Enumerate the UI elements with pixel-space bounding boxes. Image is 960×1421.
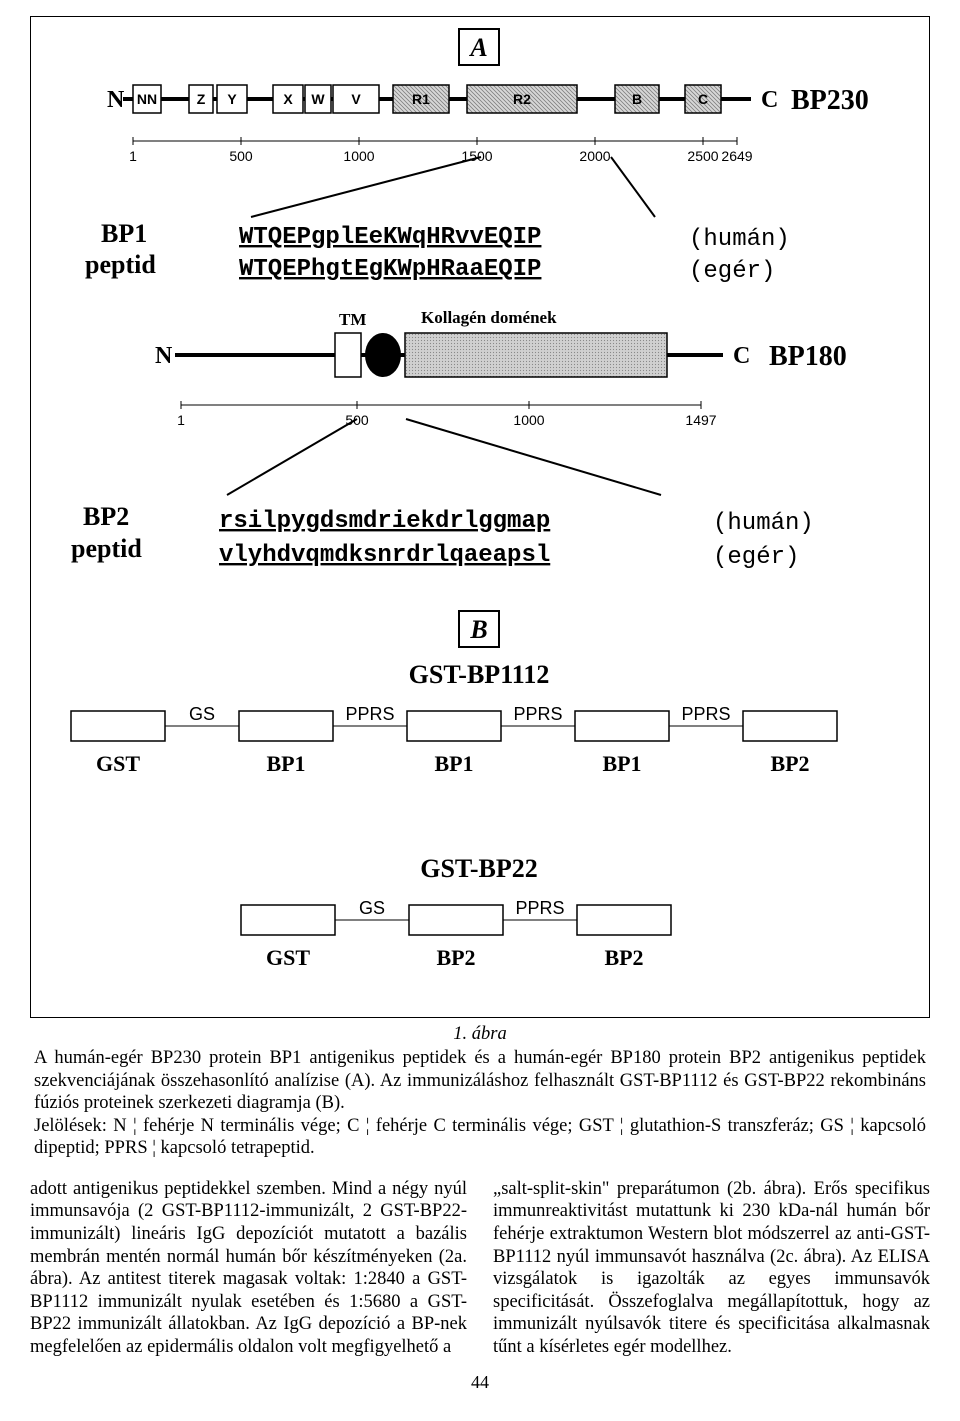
page-number: 44 (30, 1372, 930, 1393)
construct-box (409, 905, 503, 935)
bp230-tick-label: 1000 (343, 148, 374, 164)
bp230-domain-label: X (283, 91, 293, 107)
panel-b-letter: B (469, 615, 487, 644)
bp1-seq-human: WTQEPgplEeKWqHRvvEQIP (239, 224, 541, 251)
bp180-tm-label: TM (339, 310, 366, 329)
construct-linker-label: GS (359, 898, 385, 918)
bp230-domain-label: B (632, 91, 642, 107)
construct-linker-label: PPRS (513, 704, 562, 724)
construct-box (241, 905, 335, 935)
bp230-domain-label: NN (137, 91, 157, 107)
construct-box-label: GST (266, 945, 310, 970)
bp1-seq-mouse: WTQEPhgtEgKWpHRaaEQIP (239, 256, 541, 283)
construct-linker-label: PPRS (515, 898, 564, 918)
bp180-c-terminal: C (733, 343, 750, 369)
bp1-label1: BP1 (101, 219, 147, 248)
construct-box (577, 905, 671, 935)
bp2-label2: peptid (71, 534, 142, 563)
construct1-diagram: GST GS BP1 PPRS BP1 PPRS BP1 PPRS BP2 (71, 704, 837, 776)
bp180-n-terminal: N (155, 343, 173, 369)
bp230-domain-label: V (351, 91, 361, 107)
figure-frame: A N NNZYXWVR1R2BC C BP230 15001000150020… (30, 16, 930, 1018)
bp2-seq-mouse: vlyhdvqmdksnrdrlqaeapsl (219, 542, 550, 569)
construct-box-label: BP1 (434, 751, 473, 776)
body-col-left: adott antigenikus peptidekkel szemben. M… (30, 1178, 467, 1359)
caption-line3: Jelölések: N ¦ fehérje N terminális vége… (34, 1116, 926, 1159)
bp1-label2: peptid (85, 250, 156, 279)
bp2-paren-human: (humán) (713, 510, 814, 537)
construct-box (743, 711, 837, 741)
construct-linker-label: PPRS (345, 704, 394, 724)
construct-box (575, 711, 669, 741)
bp230-domain-label: Y (227, 91, 237, 107)
bp180-collagen-label: Kollagén domének (421, 308, 557, 327)
bp230-tick-label: 500 (229, 148, 253, 164)
body-columns: adott antigenikus peptidekkel szemben. M… (30, 1178, 930, 1359)
construct-box (239, 711, 333, 741)
bp230-tick-label: 2500 (687, 148, 718, 164)
bp180-diagram: TM Kollagén domének N C BP180 1500100014… (155, 308, 847, 428)
figure-caption-text: A humán-egér BP230 protein BP1 antigenik… (34, 1047, 926, 1160)
construct-box-label: BP2 (436, 945, 475, 970)
bp230-domain-label: W (311, 91, 325, 107)
bp230-tick-label: 2000 (579, 148, 610, 164)
construct-box-label: BP1 (266, 751, 305, 776)
construct-box-label: GST (96, 751, 140, 776)
construct-box-label: BP2 (770, 751, 809, 776)
bp230-domain-label: C (698, 91, 708, 107)
bp180-tick-label: 1497 (685, 412, 716, 428)
bp1-paren-human: (humán) (689, 226, 790, 253)
bp230-tick-label: 1 (129, 148, 137, 164)
bp2-seq-human: rsilpygdsmdriekdrlggmap (219, 508, 550, 535)
figure-svg: A N NNZYXWVR1R2BC C BP230 15001000150020… (51, 27, 911, 1007)
bp230-c-terminal: C (761, 87, 778, 113)
construct1-title: GST-BP1112 (409, 660, 550, 689)
bp180-tick-label: 1 (177, 412, 185, 428)
construct-box-label: BP2 (604, 945, 643, 970)
body-col-right: „salt-split-skin" preparátumon (2b. ábra… (493, 1178, 930, 1359)
bp230-domain-label: R1 (412, 91, 430, 107)
construct-linker-label: GS (189, 704, 215, 724)
panel-a-letter: A (468, 33, 487, 62)
bp230-domain-label: Z (197, 91, 206, 107)
bp230-diagram: N NNZYXWVR1R2BC C BP230 1500100015002000… (107, 85, 869, 164)
construct-box (407, 711, 501, 741)
construct-linker-label: PPRS (681, 704, 730, 724)
construct2-title: GST-BP22 (420, 854, 538, 883)
bp1-paren-mouse: (egér) (689, 258, 775, 285)
bp230-tick-label: 2649 (721, 148, 752, 164)
construct-box (71, 711, 165, 741)
construct2-diagram: GST GS BP2 PPRS BP2 (241, 898, 671, 970)
bp180-tick-label: 1000 (513, 412, 544, 428)
bp230-domain-label: R2 (513, 91, 531, 107)
bp2-paren-mouse: (egér) (713, 544, 799, 571)
bp180-label: BP180 (769, 341, 847, 372)
bp230-label: BP230 (791, 85, 869, 116)
figure-caption-number: 1. ábra (30, 1024, 930, 1045)
bp2-label1: BP2 (83, 502, 129, 531)
bp230-n-terminal: N (107, 87, 125, 113)
construct-box-label: BP1 (602, 751, 641, 776)
